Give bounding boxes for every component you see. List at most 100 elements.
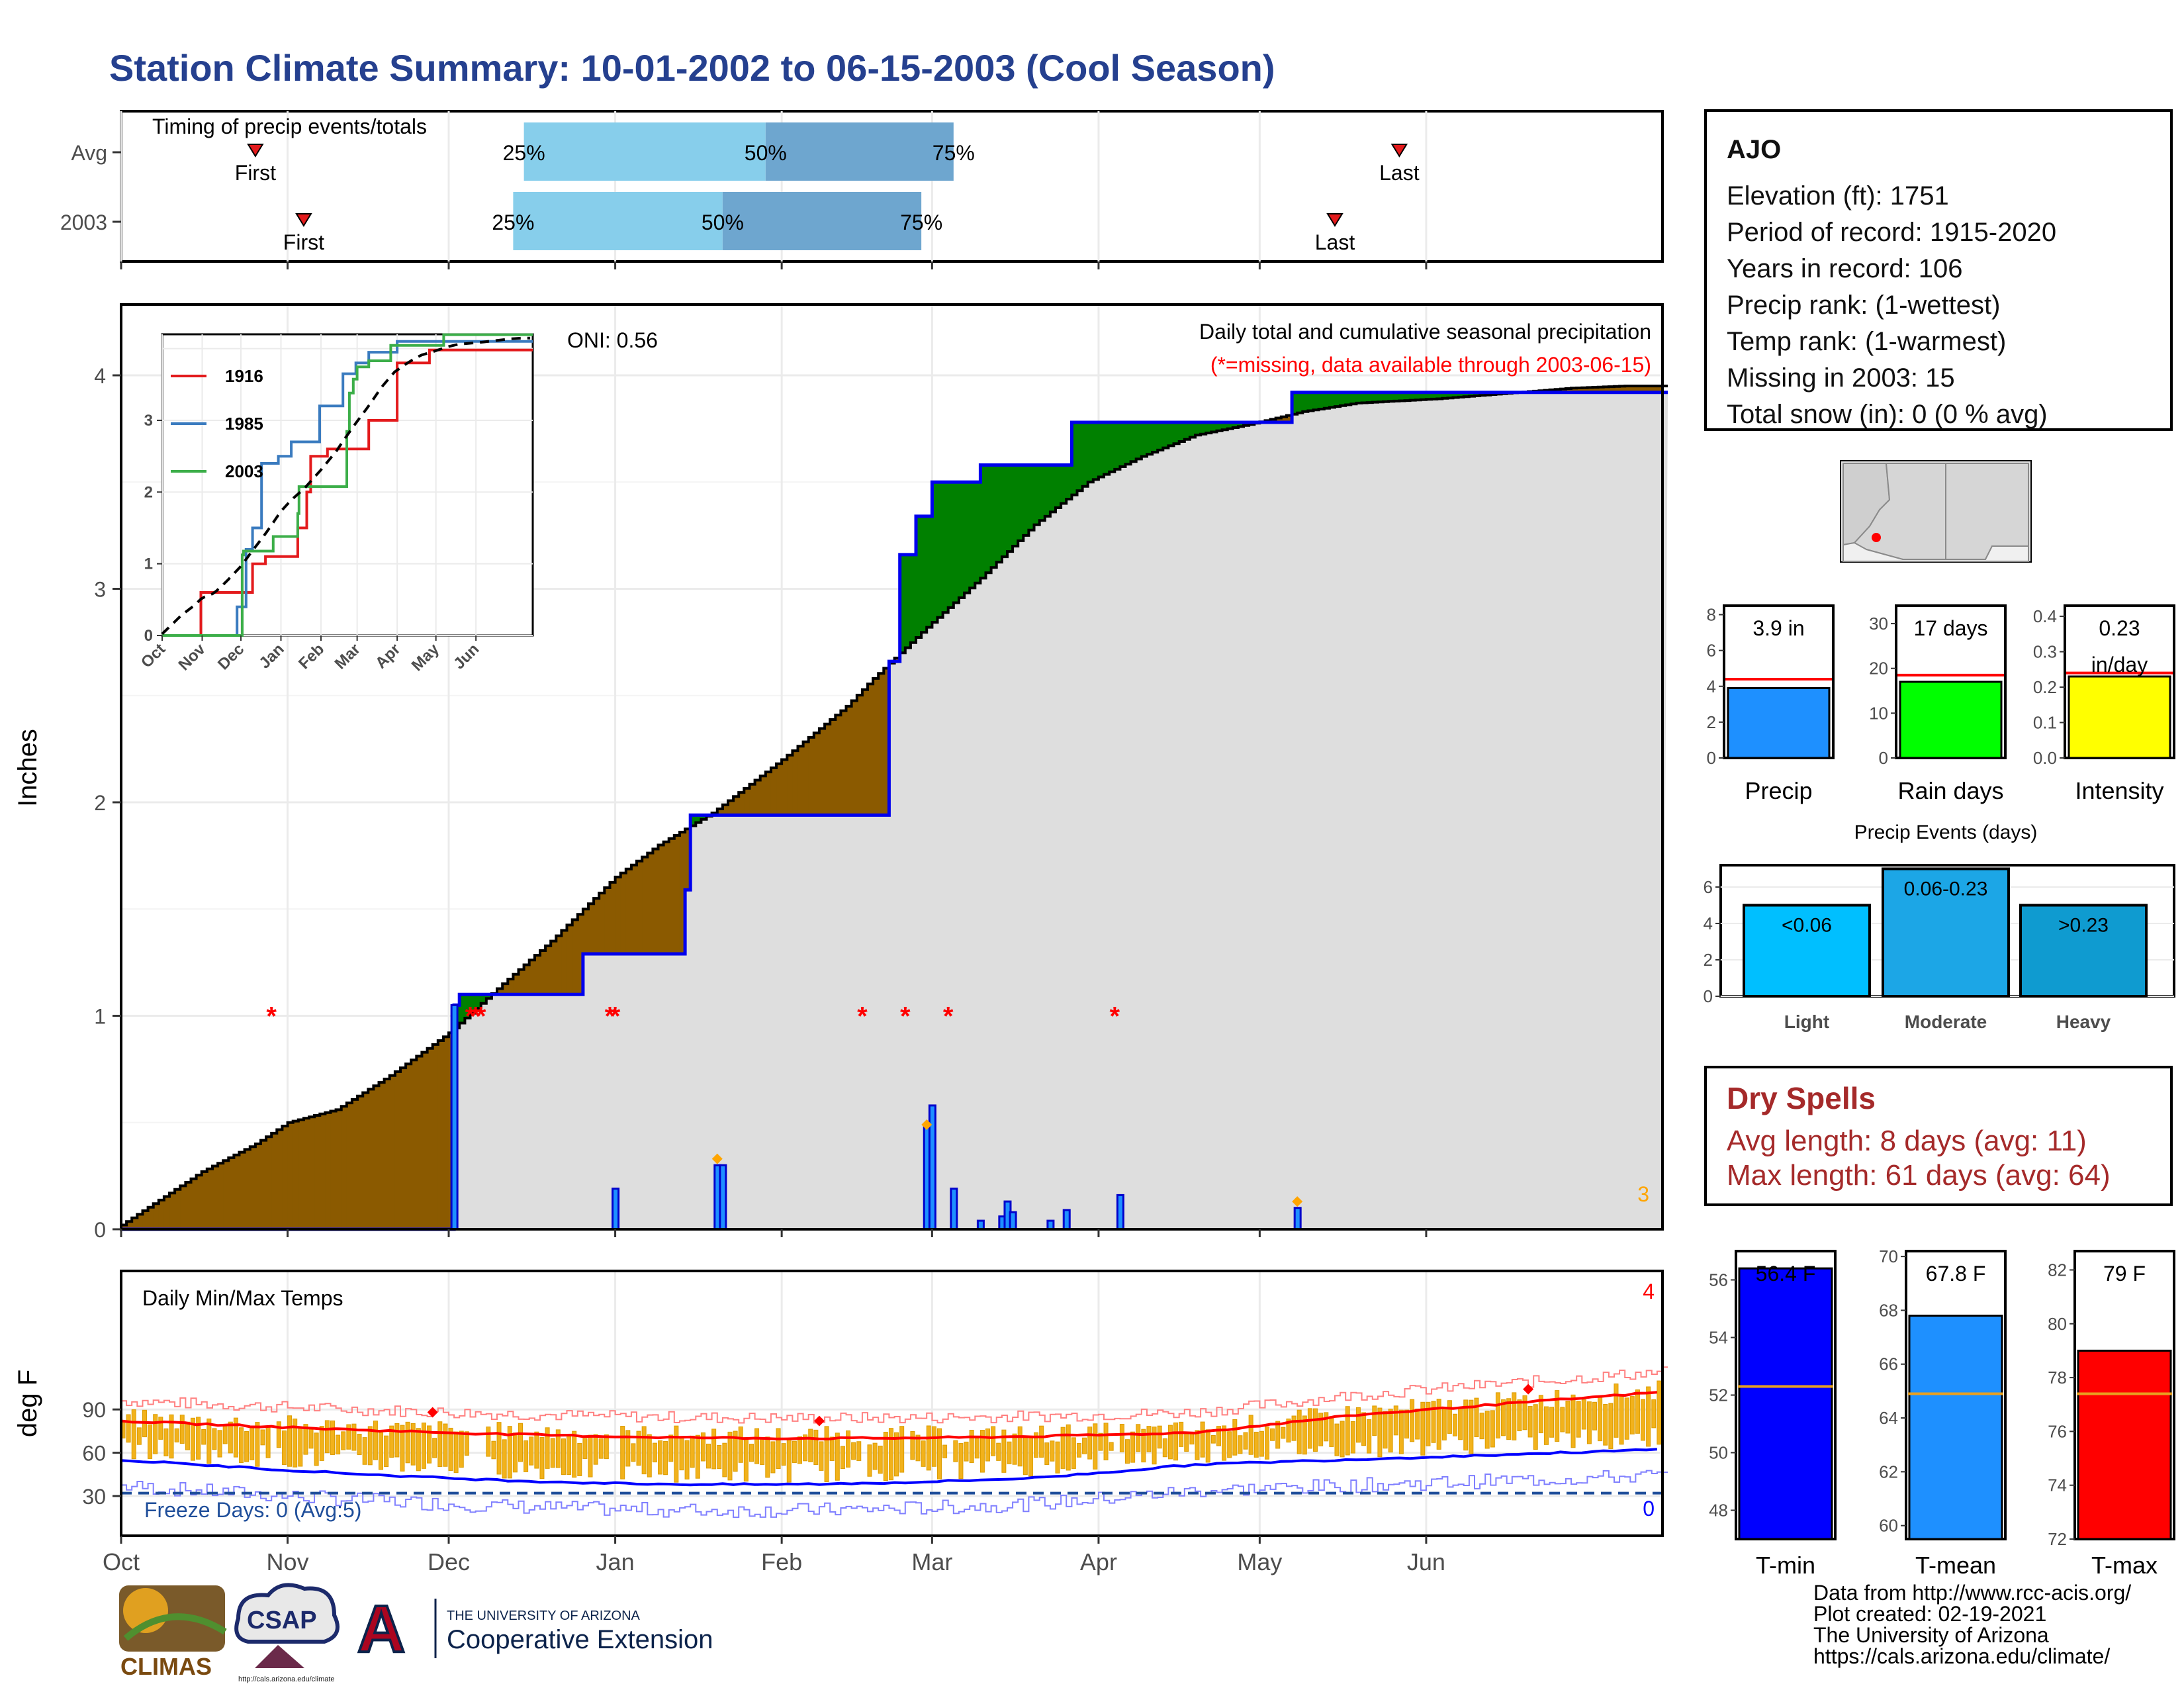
daily-temp-bar <box>518 1423 523 1462</box>
daily-temp-bar <box>1340 1421 1345 1458</box>
deficit-fill-day <box>223 1160 229 1229</box>
surplus-fill-day <box>1404 392 1411 401</box>
daily-temp-bar <box>1028 1435 1033 1477</box>
surplus-fill-day <box>1313 392 1320 410</box>
surplus-fill-day <box>1297 392 1303 413</box>
deficit-fill-day <box>658 845 664 954</box>
surplus-fill-day <box>1018 465 1024 541</box>
deficit-fill-day <box>1576 388 1582 393</box>
deficit-fill-day <box>830 720 836 816</box>
missing-day-marker: * <box>476 1002 486 1031</box>
station-years: Years in record: 106 <box>1727 254 1963 283</box>
temp-y-tick-label: 30 <box>82 1485 106 1509</box>
daily-temp-bar <box>351 1423 357 1451</box>
daily-temp-bar <box>148 1424 153 1459</box>
deficit-fill-day <box>153 1203 159 1229</box>
daily-temp-bar <box>507 1426 512 1479</box>
daily-temp-bar <box>1543 1406 1549 1445</box>
daily-temp-bar <box>1479 1413 1484 1440</box>
daily-temp-bar <box>1458 1407 1463 1440</box>
daily-temp-bar <box>964 1441 969 1462</box>
daily-temp-bar <box>1506 1398 1512 1440</box>
record-min-line <box>121 1470 1668 1519</box>
surplus-fill-day <box>1292 392 1298 414</box>
surplus-fill-day <box>480 994 487 1004</box>
daily-temp-bar <box>136 1427 142 1445</box>
temp-y-axis-label: deg F <box>13 1370 42 1437</box>
csap-logo: CSAP http://cals.arizona.edu/climate <box>234 1583 340 1683</box>
mini-bar-tick-label: 30 <box>1869 614 1888 633</box>
daily-max-marker <box>1292 1196 1303 1207</box>
daily-temp-bar <box>126 1414 131 1443</box>
station-snow: Total snow (in): 0 (0 % avg) <box>1727 400 2048 429</box>
temp-bar-tick-label: 80 <box>2048 1314 2067 1334</box>
deficit-fill-day <box>782 759 788 816</box>
daily-temp-bar <box>1302 1415 1307 1455</box>
daily-temp-bar <box>1270 1428 1275 1441</box>
record-high-marker <box>1523 1383 1534 1395</box>
surplus-fill-day <box>1136 422 1142 459</box>
deficit-fill-day <box>126 1221 132 1229</box>
daily-temp-bar <box>453 1431 459 1474</box>
daily-temp-bar <box>486 1427 491 1457</box>
daily-temp-bar <box>212 1428 217 1450</box>
surplus-fill-day <box>1318 392 1325 409</box>
daily-temp-bar <box>410 1423 416 1466</box>
daily-temp-bar <box>1297 1409 1302 1454</box>
deficit-fill-day <box>330 1111 337 1229</box>
inset-y-tick-label: 2 <box>144 483 153 501</box>
daily-temp-bar <box>1619 1395 1624 1445</box>
timing-row-label: Avg <box>71 141 107 165</box>
daily-temp-bar <box>1023 1436 1028 1476</box>
surplus-fill-day <box>1087 422 1094 483</box>
surplus-fill-day <box>1179 422 1185 442</box>
surplus-fill-day <box>1302 392 1309 412</box>
surplus-fill-day <box>459 994 465 1023</box>
daily-temp-bar <box>1522 1395 1527 1430</box>
record-high-marker <box>813 1415 825 1427</box>
surplus-fill-day <box>1034 465 1040 525</box>
dry-spells-title: Dry Spells <box>1727 1081 1876 1115</box>
daily-temp-bar <box>276 1421 281 1448</box>
deficit-fill-day <box>787 755 793 816</box>
daily-temp-bar <box>722 1442 727 1477</box>
daily-temp-bar <box>625 1430 631 1467</box>
daily-temp-bar <box>1350 1421 1355 1454</box>
deficit-fill-day <box>625 868 632 954</box>
daily-temp-bar <box>496 1422 502 1475</box>
deficit-fill-day <box>642 857 648 954</box>
surplus-fill-day <box>1206 422 1212 434</box>
surplus-fill-day <box>1173 422 1180 444</box>
surplus-fill-day <box>1007 465 1013 552</box>
station-info-box: AJO Elevation (ft): 1751 Period of recor… <box>1704 109 2173 431</box>
deficit-fill-day <box>545 945 551 995</box>
surplus-fill-day <box>1432 392 1437 399</box>
deficit-fill-day <box>432 1044 439 1229</box>
deficit-fill-day <box>518 969 525 995</box>
deficit-fill-day <box>169 1193 175 1229</box>
deficit-fill-day <box>551 941 557 995</box>
daily-temp-bar <box>1624 1397 1629 1440</box>
events-bar-label: >0.23 <box>2058 915 2109 937</box>
daily-temp-bar <box>1055 1441 1060 1474</box>
deficit-fill-day <box>862 689 868 816</box>
timing-25pct: 25% <box>492 211 534 234</box>
mini-bar-tick-label: 8 <box>1707 605 1716 625</box>
surplus-fill-day <box>975 482 981 583</box>
precip-y-tick-label: 4 <box>94 364 106 388</box>
deficit-fill-day <box>529 960 535 995</box>
surplus-fill-day <box>1001 465 1008 557</box>
daily-temp-bar <box>314 1432 319 1466</box>
daily-temp-bar <box>969 1429 974 1463</box>
deficit-fill-day <box>394 1071 401 1229</box>
daily-temp-bar <box>996 1442 1001 1461</box>
daily-temp-bar <box>550 1438 555 1468</box>
daily-temp-bar <box>1184 1432 1189 1452</box>
deficit-fill-day <box>218 1163 224 1229</box>
daily-temp-bar <box>1651 1399 1657 1429</box>
daily-temp-bar <box>1205 1429 1210 1463</box>
precip-y-tick-label: 1 <box>94 1005 106 1029</box>
deficit-fill-day <box>679 832 686 954</box>
month-tick-label: Oct <box>103 1548 140 1575</box>
observed-cumulative-area <box>121 392 1668 1229</box>
